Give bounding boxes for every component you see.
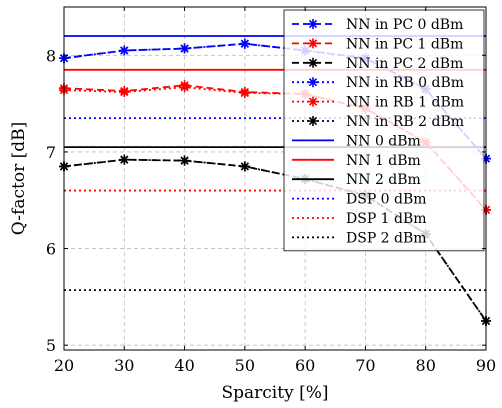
x-axis-label: Sparcity [%] (221, 383, 328, 403)
x-tick-label: 30 (114, 356, 134, 375)
series-marker (240, 161, 250, 171)
legend-label: NN in RB 1 dBm (346, 95, 464, 111)
series-marker (119, 45, 129, 55)
legend-label: DSP 1 dBm (346, 211, 427, 227)
series-marker (180, 82, 190, 92)
legend-label: NN in RB 2 dBm (346, 114, 464, 130)
legend-marker (308, 19, 318, 29)
x-tick-label: 70 (355, 356, 375, 375)
y-tick-label: 5 (46, 336, 56, 355)
x-tick-label: 20 (54, 356, 74, 375)
legend-label: NN 2 dBm (346, 172, 421, 188)
x-tick-label: 50 (235, 356, 255, 375)
series-marker (240, 88, 250, 98)
legend-label: NN 1 dBm (346, 153, 421, 169)
series-marker (180, 44, 190, 54)
legend-label: DSP 2 dBm (346, 230, 427, 246)
x-tick-label: 80 (416, 356, 436, 375)
y-axis-label: Q-factor [dB] (9, 122, 29, 236)
series-marker (180, 156, 190, 166)
legend: NN in PC 0 dBm NN in PC 1 dBm NN in PC 2 d… (284, 10, 484, 251)
series-marker (240, 39, 250, 49)
legend-label: NN 0 dBm (346, 133, 421, 149)
y-tick-label: 6 (46, 240, 56, 259)
legend-marker (308, 58, 318, 68)
legend-label: NN in PC 1 dBm (346, 36, 463, 52)
legend-marker (308, 38, 318, 48)
series-marker (119, 155, 129, 165)
x-tick-label: 60 (295, 356, 315, 375)
legend-label: NN in RB 0 dBm (346, 75, 464, 91)
legend-marker (308, 77, 318, 87)
legend-label: DSP 0 dBm (346, 192, 427, 208)
x-tick-label: 90 (476, 356, 496, 375)
series-marker (119, 87, 129, 97)
legend-marker (308, 97, 318, 107)
y-tick-label: 7 (46, 143, 56, 162)
legend-marker (308, 116, 318, 126)
x-tick-label: 40 (174, 356, 194, 375)
legend-label: NN in PC 2 dBm (346, 56, 463, 72)
legend-label: NN in PC 0 dBm (346, 17, 463, 33)
y-tick-label: 8 (46, 46, 56, 65)
